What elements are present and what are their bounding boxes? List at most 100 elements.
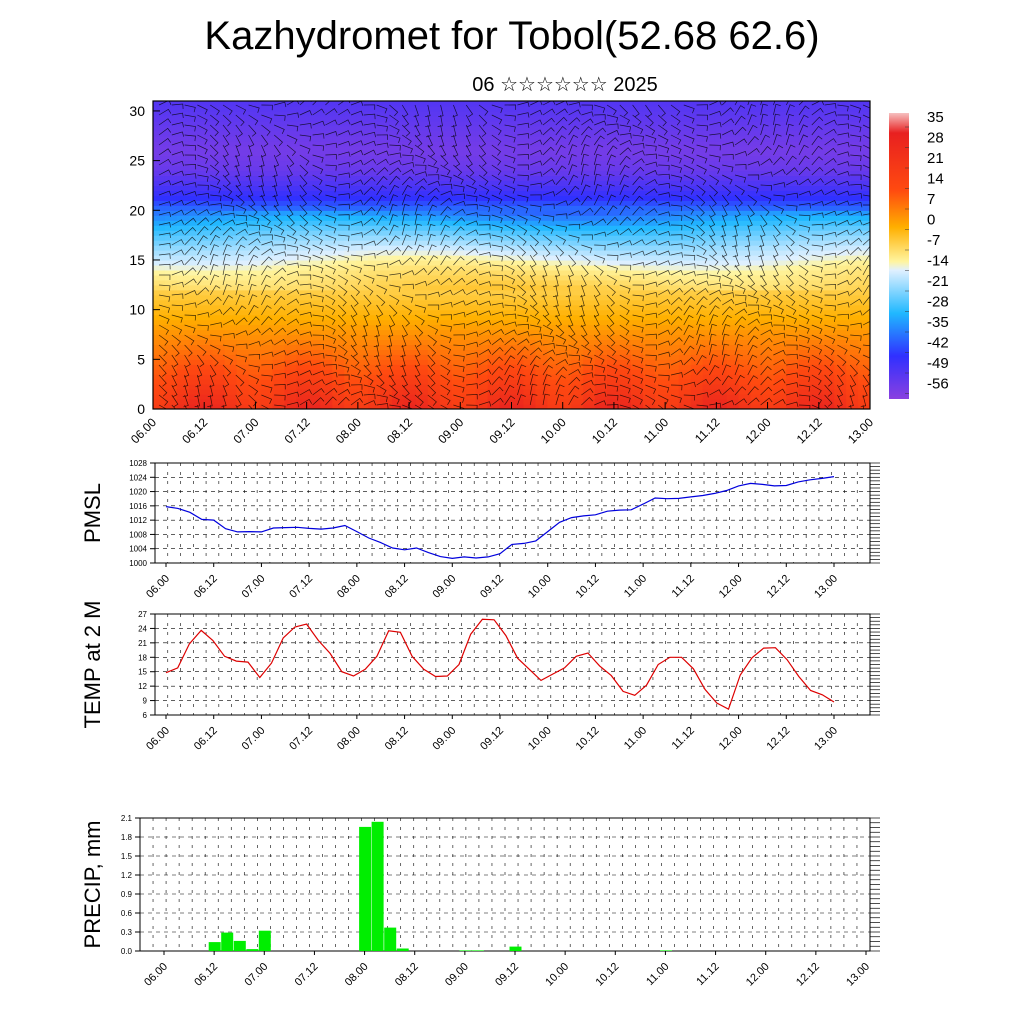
- heatmap-cell: [511, 259, 525, 266]
- heatmap-cell: [260, 110, 274, 117]
- heatmap-cell: [619, 125, 632, 132]
- wind-barb: [274, 350, 287, 356]
- heatmap-cell: [511, 230, 525, 236]
- heatmap-cell: [690, 299, 704, 306]
- heatmap-cell: [547, 240, 560, 246]
- wind-barb: [197, 324, 209, 331]
- wind-barb: [197, 226, 209, 236]
- heatmap-cell: [631, 240, 644, 246]
- wind-barb: [171, 304, 184, 311]
- heatmap-cell: [595, 165, 608, 172]
- wind-barb: [286, 298, 300, 306]
- wind-barb: [312, 379, 325, 386]
- heatmap-cell: [858, 101, 870, 107]
- heatmap-cell: [153, 255, 166, 261]
- heatmap-cell: [487, 319, 501, 326]
- heatmap-cell: [332, 399, 345, 405]
- heatmap-cell: [176, 135, 190, 142]
- heatmap-cell: [583, 354, 596, 360]
- wind-barb: [555, 116, 568, 126]
- wind-barb: [363, 217, 376, 226]
- heatmap-cell: [164, 135, 178, 142]
- heatmap-cell: [678, 314, 692, 321]
- heatmap-cell: [439, 240, 453, 246]
- heatmap-cell: [810, 220, 823, 226]
- heatmap-cell: [475, 349, 489, 355]
- wind-barb: [504, 264, 515, 275]
- heatmap-cell: [308, 324, 321, 331]
- heatmap-cell: [642, 155, 656, 162]
- heatmap-cell: [702, 130, 716, 137]
- heatmap-cell: [164, 215, 178, 221]
- heatmap-cell: [607, 255, 620, 261]
- heatmap-cell: [654, 200, 668, 206]
- heatmap-cell: [523, 354, 536, 360]
- heatmap-cell: [714, 105, 728, 112]
- wind-barb: [286, 391, 300, 397]
- heatmap-cell: [427, 175, 441, 182]
- wind-barb: [376, 175, 388, 186]
- heatmap-cell: [810, 155, 823, 162]
- heatmap-cell: [403, 394, 417, 400]
- heatmap-cell: [212, 369, 226, 375]
- heatmap-cell: [559, 329, 572, 336]
- heatmap-cell: [164, 349, 178, 355]
- heatmap-cell: [726, 324, 740, 331]
- heatmap-cell: [153, 374, 166, 380]
- heatmap-cell: [619, 339, 632, 346]
- heatmap-cell: [583, 384, 596, 390]
- heatmap-cell: [798, 165, 811, 172]
- heatmap-cell: [499, 170, 513, 177]
- heatmap-cell: [571, 259, 584, 266]
- wind-barb: [235, 104, 247, 115]
- wind-barb: [337, 334, 347, 347]
- heatmap-cell: [236, 294, 250, 301]
- heatmap-cell: [654, 394, 668, 400]
- wind-barb: [517, 122, 530, 129]
- heatmap-cell: [272, 190, 286, 196]
- heatmap-cell: [487, 304, 501, 311]
- wind-barb: [579, 294, 585, 308]
- heatmap-cell: [714, 359, 728, 365]
- heatmap-cell: [427, 394, 441, 400]
- heatmap-cell: [571, 140, 584, 147]
- wind-barb: [541, 284, 547, 298]
- heatmap-cell: [523, 384, 536, 390]
- wind-barb: [222, 144, 229, 158]
- heatmap-cell: [559, 180, 572, 187]
- heatmap-cell: [654, 294, 668, 301]
- heatmap-cell: [200, 120, 214, 127]
- heatmap-cell: [176, 195, 190, 201]
- heatmap-cell: [392, 314, 405, 321]
- heatmap-cell: [236, 269, 250, 276]
- heatmap-cell: [368, 284, 381, 291]
- wind-barb: [158, 394, 169, 406]
- wind-barb: [197, 344, 207, 356]
- heatmap-cell: [487, 354, 501, 360]
- heatmap-cell: [750, 289, 764, 296]
- wind-barb: [273, 267, 287, 276]
- heatmap-cell: [487, 175, 501, 182]
- heatmap-cell: [487, 190, 501, 196]
- wind-barb: [376, 150, 389, 156]
- heatmap-cell: [798, 105, 811, 112]
- heatmap-cell: [236, 240, 250, 246]
- heatmap-cell: [260, 374, 274, 380]
- wind-barb: [568, 244, 579, 256]
- heatmap-cell: [523, 319, 536, 326]
- heatmap-cell: [164, 115, 178, 122]
- wind-barb: [272, 164, 278, 178]
- heatmap-cell: [260, 115, 274, 122]
- heatmap-cell: [702, 364, 716, 370]
- wind-barb: [542, 179, 556, 186]
- heatmap-cell: [188, 339, 202, 346]
- heatmap-cell: [272, 289, 286, 296]
- heatmap-cell: [427, 349, 441, 355]
- heatmap-cell: [714, 215, 728, 221]
- wind-barb: [530, 160, 543, 166]
- heatmap-cell: [702, 384, 716, 390]
- heatmap-cell: [499, 115, 513, 122]
- heatmap-cell: [439, 259, 453, 266]
- heatmap-cell: [798, 225, 811, 231]
- heatmap-cell: [822, 369, 835, 375]
